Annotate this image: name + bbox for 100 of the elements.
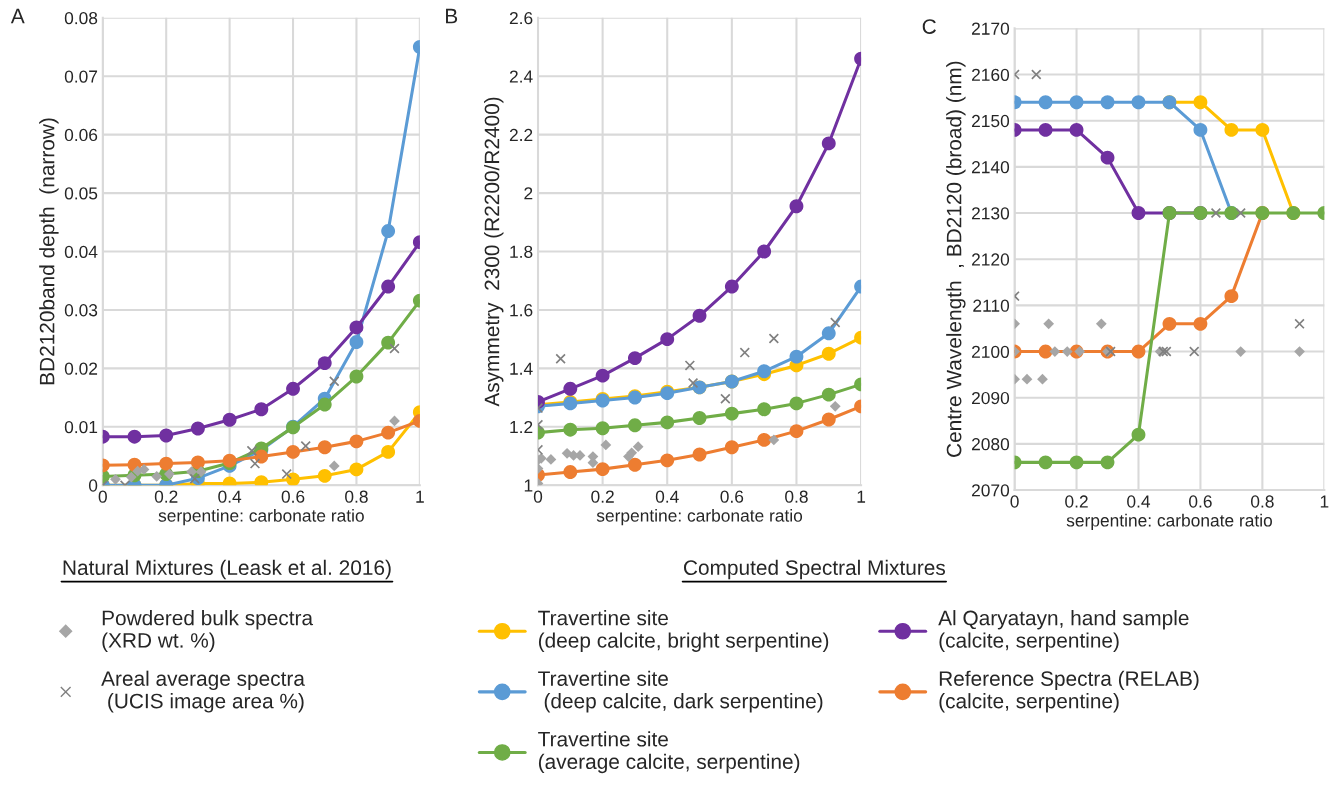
y-tick-label: 0.02	[64, 362, 98, 375]
point	[724, 279, 739, 294]
point	[286, 381, 300, 396]
legend-label: Reference Spectra (RELAB) (calcite, serpentine)	[939, 670, 1199, 713]
point	[1131, 344, 1146, 359]
y-tick-label: 2070	[971, 484, 1010, 497]
y-tick-label: 0.04	[64, 245, 98, 258]
point	[1038, 122, 1053, 137]
y-tick-label: 0.05	[64, 187, 98, 200]
y-tick-label: 2130	[971, 207, 1010, 220]
point	[687, 377, 699, 389]
y-tick-label: 0.01	[64, 420, 98, 434]
y-tick-label: 1.6	[510, 304, 533, 317]
y-axis-title: Asymmetry 2300 (R2200/R2400)	[484, 97, 504, 407]
point	[189, 473, 200, 484]
point	[254, 449, 269, 464]
point	[349, 335, 364, 349]
point	[381, 279, 396, 294]
point	[349, 369, 364, 384]
point	[1038, 344, 1053, 359]
y-tick-label: 2.2	[509, 128, 533, 141]
x-tick-label: 0.2	[154, 490, 178, 503]
point	[151, 471, 163, 482]
point	[789, 199, 804, 214]
y-tick-label: 1.4	[510, 362, 533, 375]
point	[1131, 206, 1146, 220]
point	[195, 466, 207, 478]
point	[1294, 318, 1305, 330]
point	[110, 473, 121, 485]
point	[190, 421, 205, 436]
point	[821, 412, 836, 427]
point	[1069, 455, 1084, 470]
point	[349, 320, 364, 335]
point	[768, 434, 780, 446]
x-tick-label: 0.4	[218, 490, 242, 503]
point	[660, 453, 675, 468]
y-tick-label: 0.06	[64, 128, 98, 142]
y-tick-label: 0.03	[64, 304, 98, 317]
y-tick-label: 1	[524, 479, 533, 492]
x-tick-label: 0	[1010, 495, 1019, 508]
x-tick-label: 0.6	[1189, 495, 1212, 508]
point	[724, 406, 739, 421]
y-tick-label: 2080	[971, 438, 1010, 451]
x-tick-label: 0.2	[1065, 495, 1088, 508]
point	[159, 456, 174, 471]
point	[821, 346, 836, 361]
point	[1021, 373, 1033, 385]
point	[720, 393, 731, 404]
point	[1074, 346, 1086, 357]
chart-title: A	[10, 8, 25, 24]
legend-label: Areal average spectra (UCIS image area %)	[101, 670, 305, 713]
point	[1189, 346, 1200, 357]
point	[1162, 316, 1177, 331]
y-tick-label: 1.8	[510, 245, 533, 258]
point	[1224, 289, 1239, 304]
point	[692, 308, 707, 323]
point	[829, 400, 841, 412]
point	[768, 333, 780, 344]
y-tick-label: 2.6	[509, 11, 533, 25]
point	[789, 396, 804, 411]
y-tick-label: 2170	[971, 22, 1010, 35]
point	[563, 381, 578, 396]
y-tick-label: 0	[88, 479, 98, 492]
point	[1100, 150, 1115, 165]
y-axis-title: Centre Wavelength , BD2120 (broad) (nm)	[946, 61, 966, 457]
point	[789, 349, 804, 364]
point	[127, 429, 142, 444]
point	[757, 432, 772, 447]
point	[626, 447, 638, 459]
point	[164, 468, 175, 480]
y-tick-label: 2150	[971, 114, 1010, 128]
point	[1131, 427, 1146, 442]
x-tick-label: 0	[98, 490, 107, 503]
text: Computed Spectral Mixtures	[684, 559, 946, 580]
point	[692, 411, 707, 425]
point	[1210, 207, 1222, 219]
point	[125, 471, 137, 483]
point	[281, 468, 292, 480]
y-tick-label: 2120	[971, 253, 1010, 266]
point	[660, 415, 675, 430]
point	[1294, 346, 1305, 357]
point	[1061, 346, 1073, 357]
point	[1193, 122, 1208, 137]
point	[1193, 316, 1208, 331]
point	[381, 224, 396, 238]
point	[632, 441, 644, 453]
point	[1043, 318, 1055, 330]
x-tick-label: 0.6	[281, 490, 305, 503]
point	[190, 455, 205, 470]
point	[317, 468, 332, 483]
legend-label: Travertine site (deep calcite, dark serpentine)	[538, 670, 823, 713]
y-tick-label: 2100	[971, 345, 1010, 358]
point	[1224, 122, 1239, 137]
point	[1235, 346, 1247, 357]
x-tick-label: 0.6	[720, 490, 744, 503]
point	[286, 444, 300, 459]
text: Natural Mixtures (Leask et al. 2016)	[63, 559, 391, 580]
point	[1100, 455, 1115, 470]
point	[159, 428, 174, 443]
point	[246, 445, 258, 456]
